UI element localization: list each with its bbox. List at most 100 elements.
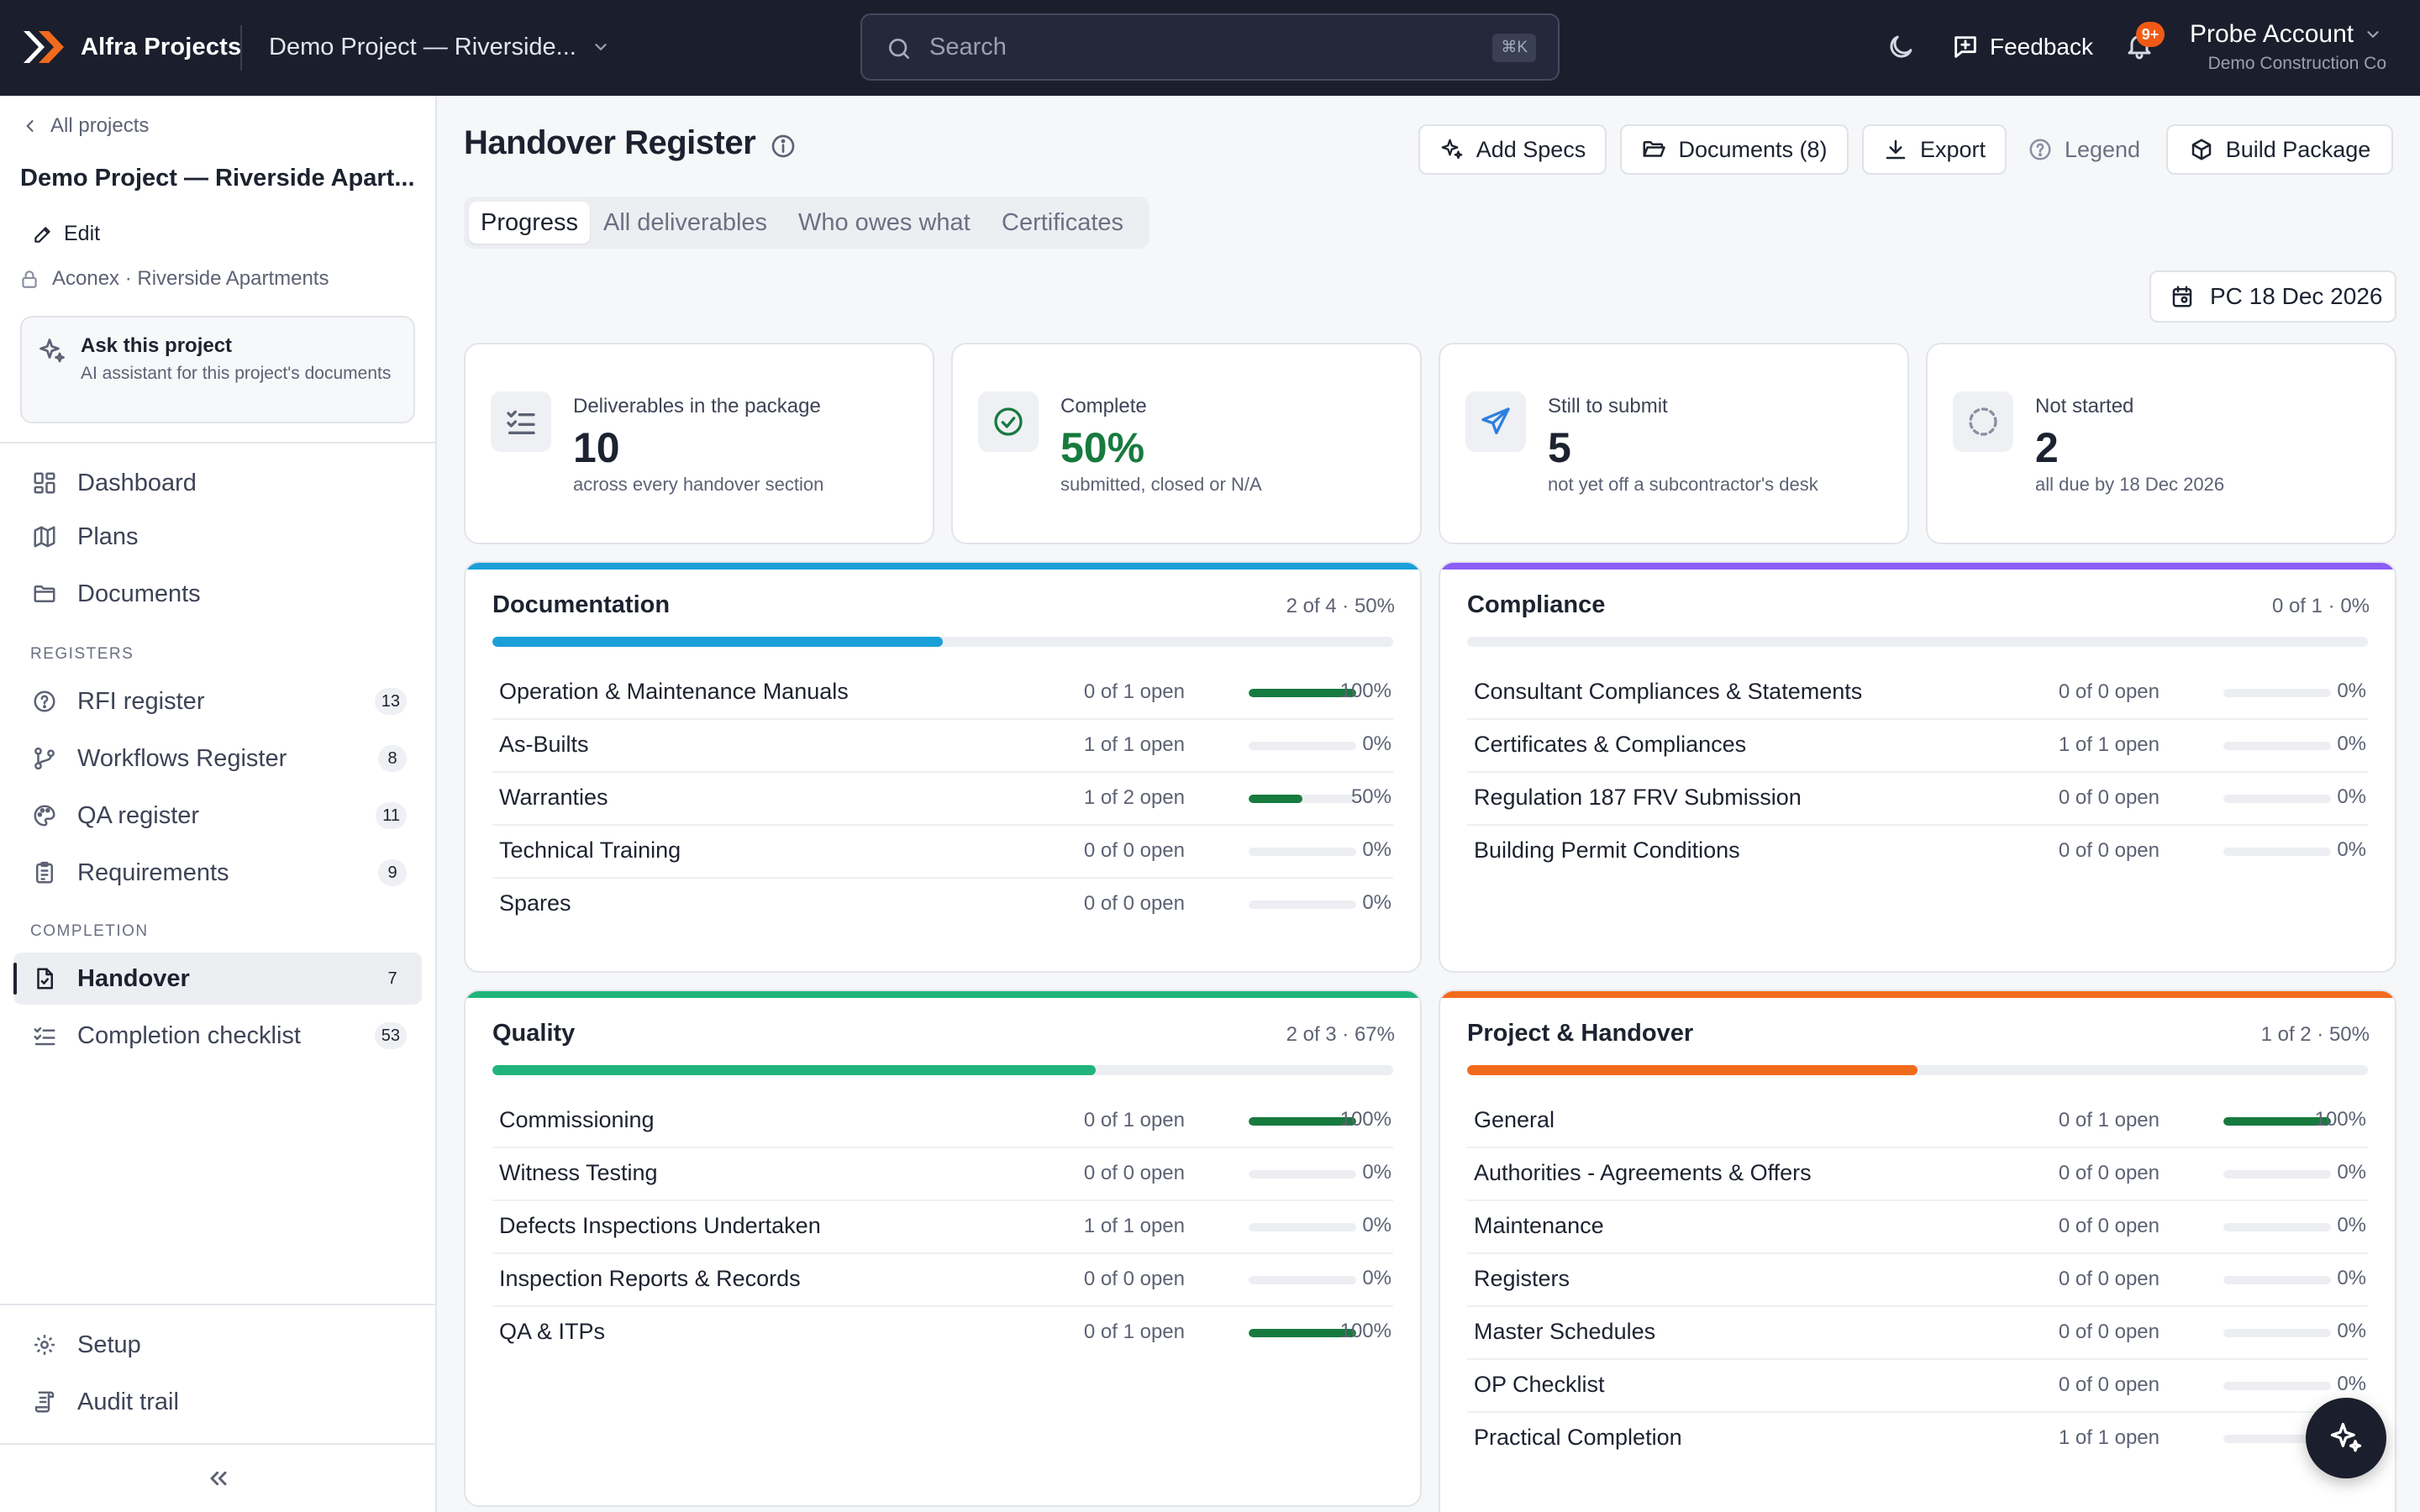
account-menu[interactable]: Probe Account Demo Construction Co <box>2190 20 2391 76</box>
sidebar-item-label: Setup <box>77 1331 141 1358</box>
ai-assistant-button[interactable] <box>2306 1398 2386 1478</box>
export-button[interactable]: Export <box>1862 124 2007 175</box>
deliverable-row[interactable]: Maintenance 0 of 0 open 0% <box>1467 1201 2368 1254</box>
ask-project-card[interactable]: Ask this project AI assistant for this p… <box>20 316 415 423</box>
tab-progress[interactable]: Progress <box>469 202 591 244</box>
add-specs-button[interactable]: Add Specs <box>1418 124 1607 175</box>
stat-subtext: submitted, closed or N/A <box>1060 474 1262 495</box>
deliverable-row[interactable]: General 0 of 1 open 100% <box>1467 1095 2368 1148</box>
deliverable-row[interactable]: Operation & Maintenance Manuals 0 of 1 op… <box>492 667 1393 720</box>
deliverable-progress-bar <box>2223 742 2331 750</box>
account-name-row: Probe Account <box>2190 20 2382 49</box>
stat-label: Complete <box>1060 395 1147 417</box>
sidebar-item-audit-trail[interactable]: Audit trail <box>13 1376 422 1428</box>
deliverable-open-count: 0 of 0 open <box>2058 680 2160 703</box>
tab-certificates[interactable]: Certificates <box>1002 209 1124 236</box>
edit-project-button[interactable]: Edit <box>32 222 100 246</box>
sidebar-item-label: RFI register <box>77 688 205 715</box>
deliverable-row[interactable]: Witness Testing 0 of 0 open 0% <box>492 1148 1393 1201</box>
section-card-quality: Quality 2 of 3 · 67% Commissioning 0 of 1 o… <box>464 990 1422 1507</box>
deliverable-row[interactable]: Master Schedules 0 of 0 open 0% <box>1467 1307 2368 1360</box>
deliverable-percent: 0% <box>2337 1161 2366 1184</box>
lock-icon <box>22 270 37 288</box>
deliverable-row[interactable]: Inspection Reports & Records 0 of 0 open 0… <box>492 1254 1393 1307</box>
deliverable-name: Witness Testing <box>499 1160 658 1185</box>
feedback-button[interactable]: Feedback <box>1951 30 2093 64</box>
moon-icon[interactable] <box>1886 32 1916 62</box>
back-to-projects-link[interactable]: All projects <box>22 114 149 138</box>
deliverable-name: Certificates & Compliances <box>1474 732 1747 757</box>
deliverable-row[interactable]: OP Checklist 0 of 0 open 0% <box>1467 1360 2368 1413</box>
deliverable-progress-bar <box>2223 689 2331 697</box>
deliverable-progress-bar <box>2223 1329 2331 1337</box>
section-accent-line <box>466 563 1420 570</box>
deliverable-open-count: 0 of 0 open <box>2058 1162 2160 1184</box>
collapse-sidebar-icon[interactable] <box>205 1465 232 1492</box>
deliverable-progress-bar <box>2223 1435 2331 1443</box>
sidebar-item-workflows-register[interactable]: Workflows Register 8 <box>13 732 422 785</box>
section-progress-fill <box>492 637 943 647</box>
deliverable-row[interactable]: QA & ITPs 0 of 1 open 100% <box>492 1307 1393 1360</box>
practical-completion-date[interactable]: PC 18 Dec 2026 <box>2149 270 2396 323</box>
info-icon[interactable] <box>770 133 797 160</box>
section-progress-bar <box>492 637 1393 647</box>
deliverable-row[interactable]: Warranties 1 of 2 open 50% <box>492 773 1393 826</box>
deliverable-row[interactable]: Spares 0 of 0 open 0% <box>492 879 1393 932</box>
deliverable-progress-bar <box>1249 742 1356 750</box>
sidebar-item-setup[interactable]: Setup <box>13 1319 422 1371</box>
sidebar-item-qa-register[interactable]: QA register 11 <box>13 790 422 842</box>
app-logo[interactable]: Alfra Projects <box>22 25 241 69</box>
stat-value: 5 <box>1548 424 1571 471</box>
sidebar-item-handover[interactable]: Handover 7 <box>13 953 422 1005</box>
sidebar-item-dashboard[interactable]: Dashboard <box>13 457 422 509</box>
documents-label: Documents (8) <box>1678 136 1828 162</box>
deliverable-progress-bar <box>1249 1223 1356 1231</box>
sidebar-item-label: Dashboard <box>77 470 197 496</box>
deliverable-row[interactable]: Building Permit Conditions 0 of 0 open 0% <box>1467 826 2368 879</box>
project-switcher[interactable]: Demo Project — Riverside... <box>269 30 610 64</box>
count-badge: 9 <box>378 859 407 886</box>
deliverable-row[interactable]: Certificates & Compliances 1 of 1 open 0% <box>1467 720 2368 773</box>
section-title: Quality <box>492 1020 576 1047</box>
sidebar-item-label: Documents <box>77 580 201 607</box>
sidebar-item-rfi-register[interactable]: RFI register 13 <box>13 675 422 727</box>
deliverable-percent: 0% <box>2337 1267 2366 1289</box>
deliverable-row[interactable]: Technical Training 0 of 0 open 0% <box>492 826 1393 879</box>
sidebar-item-requirements[interactable]: Requirements 9 <box>13 847 422 899</box>
deliverable-percent: 0% <box>2337 732 2366 755</box>
branch-icon <box>34 747 55 770</box>
deliverable-row[interactable]: Commissioning 0 of 1 open 100% <box>492 1095 1393 1148</box>
tab-who-owes-what[interactable]: Who owes what <box>798 209 971 236</box>
build-package-button[interactable]: Build Package <box>2166 124 2393 175</box>
deliverable-name: Defects Inspections Undertaken <box>499 1213 821 1238</box>
search-input[interactable]: Search ⌘K <box>860 13 1560 81</box>
deliverable-row[interactable]: As-Builts 1 of 1 open 0% <box>492 720 1393 773</box>
sidebar-item-plans[interactable]: Plans <box>13 511 422 563</box>
count-badge: 7 <box>387 969 397 988</box>
deliverable-row[interactable]: Authorities - Agreements & Offers 0 of 0 … <box>1467 1148 2368 1201</box>
project-source-label: Aconex · Riverside Apartments <box>52 267 329 290</box>
deliverable-name: Warranties <box>499 785 608 810</box>
deliverable-name: Building Permit Conditions <box>1474 837 1740 863</box>
sidebar-item-completion-checklist[interactable]: Completion checklist 53 <box>13 1010 422 1062</box>
sidebar-item-label: Workflows Register <box>77 745 287 772</box>
deliverable-row[interactable]: Consultant Compliances & Statements 0 of … <box>1467 667 2368 720</box>
deliverable-name: Authorities - Agreements & Offers <box>1474 1160 1812 1185</box>
deliverable-open-count: 0 of 0 open <box>2058 839 2160 862</box>
tab-all-deliverables[interactable]: All deliverables <box>603 209 768 236</box>
sidebar-item-documents[interactable]: Documents <box>13 568 422 620</box>
stat-card-not-started: Not started 2 all due by 18 Dec 2026 <box>1926 343 2396 544</box>
deliverable-percent: 0% <box>2337 785 2366 808</box>
list-checks-icon <box>507 410 535 434</box>
deliverable-row[interactable]: Registers 0 of 0 open 0% <box>1467 1254 2368 1307</box>
deliverable-open-count: 0 of 0 open <box>2058 786 2160 809</box>
documents-button[interactable]: Documents (8) <box>1620 124 1849 175</box>
dashboard-icon <box>34 472 55 494</box>
dashed-circle-icon <box>1969 407 1997 436</box>
deliverable-row[interactable]: Regulation 187 FRV Submission 0 of 0 open… <box>1467 773 2368 826</box>
stat-subtext: all due by 18 Dec 2026 <box>2035 474 2225 495</box>
deliverable-row[interactable]: Defects Inspections Undertaken 1 of 1 ope… <box>492 1201 1393 1254</box>
legend-button[interactable]: Legend <box>2020 124 2148 175</box>
project-switcher-label: Demo Project — Riverside... <box>269 33 576 60</box>
